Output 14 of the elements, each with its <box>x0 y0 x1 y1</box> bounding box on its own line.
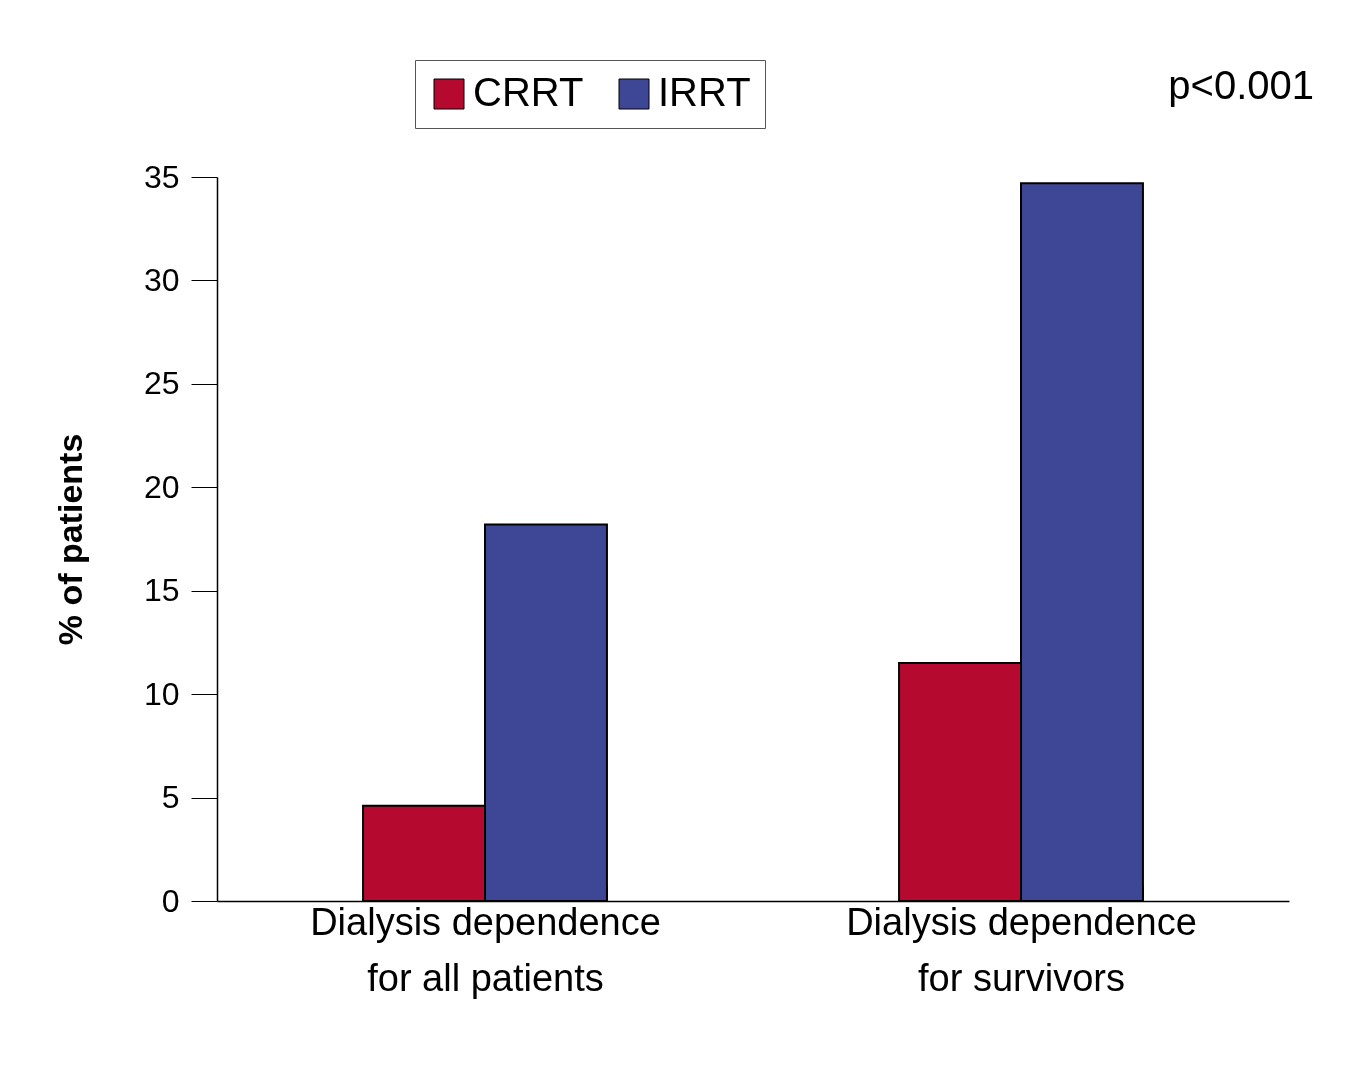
y-tick-label: 10 <box>143 675 180 712</box>
y-tick-label: 35 <box>143 158 180 195</box>
legend-label: CRRT <box>473 70 584 114</box>
y-axis-title: % of patients <box>50 433 89 646</box>
x-tick-label: Dialysis dependence for survivors <box>846 900 1197 999</box>
y-tick-label: 20 <box>143 468 180 505</box>
legend-label: IRRT <box>658 70 751 114</box>
y-tick-label: 30 <box>143 261 180 298</box>
text: p<0.001 <box>1168 63 1314 107</box>
y-tick-label: 5 <box>161 779 180 816</box>
y-tick-label: 15 <box>143 572 180 609</box>
y-tick-label: 0 <box>161 882 180 919</box>
x-tick-label: Dialysis dependence for all patients <box>310 900 661 999</box>
y-tick-label: 25 <box>143 365 180 402</box>
